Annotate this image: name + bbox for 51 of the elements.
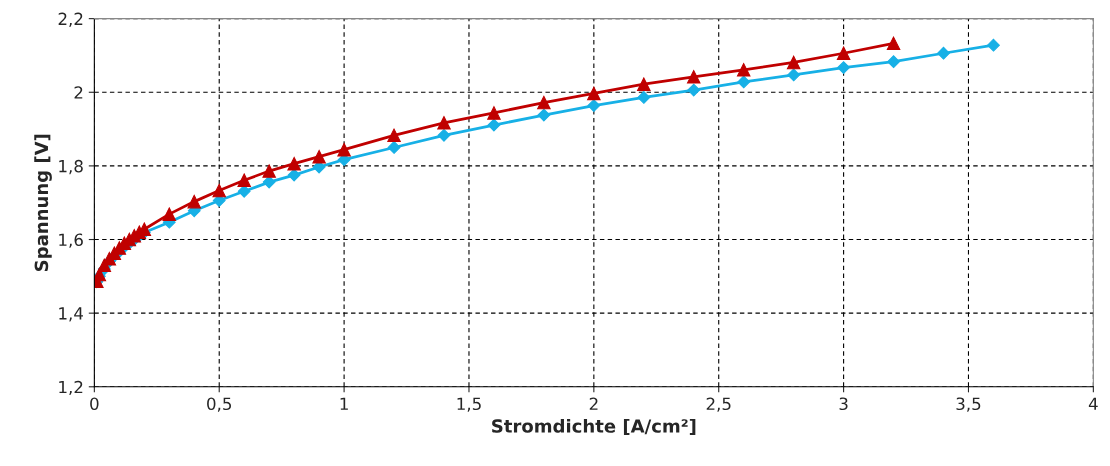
point [187, 194, 202, 209]
y-tick-label: 1,2 [59, 380, 83, 396]
point [836, 46, 851, 61]
point [162, 207, 177, 221]
point [637, 77, 651, 91]
point [287, 168, 301, 182]
x-tick-label: 0,5 [207, 397, 232, 412]
point [537, 95, 551, 110]
point [262, 175, 276, 189]
point [686, 70, 701, 84]
point [886, 36, 901, 51]
point [887, 55, 900, 69]
point [262, 164, 276, 178]
point [736, 63, 751, 77]
x-tick-label: 2 [589, 397, 598, 410]
point [937, 46, 950, 60]
point [637, 91, 651, 104]
point [437, 128, 451, 142]
x-tick-label: 3,5 [956, 397, 981, 412]
point [437, 116, 451, 130]
point [487, 106, 501, 120]
point [487, 118, 501, 132]
x-axis-title: Stromdichte [A/cm²] [492, 418, 696, 435]
point [587, 99, 601, 112]
point [987, 38, 1000, 52]
point [687, 83, 701, 97]
y-tick-label: 1,8 [59, 159, 83, 175]
point [587, 86, 601, 101]
y-tick-label: 2,2 [58, 12, 83, 27]
point [387, 141, 401, 154]
point [287, 156, 301, 171]
point [212, 183, 226, 198]
x-tick-label: 3 [839, 397, 848, 411]
point [786, 55, 801, 70]
point [312, 149, 326, 164]
y-tick-label: 2 [74, 86, 83, 99]
x-tick-label: 1,5 [457, 397, 481, 412]
point [787, 68, 801, 82]
point [237, 173, 251, 188]
y-tick-label: 1,4 [59, 307, 83, 322]
point [337, 142, 351, 157]
point [837, 61, 851, 75]
point [387, 128, 401, 143]
x-tick-label: 0 [90, 397, 99, 411]
point [537, 108, 551, 122]
y-tick-label: 1,6 [59, 233, 83, 248]
point [737, 75, 751, 89]
x-tick-label: 4 [1088, 397, 1098, 410]
x-tick-label: 1 [340, 397, 348, 410]
x-tick-label: 2,5 [706, 397, 731, 412]
y-axis-title: Spannung [V] [34, 134, 52, 272]
